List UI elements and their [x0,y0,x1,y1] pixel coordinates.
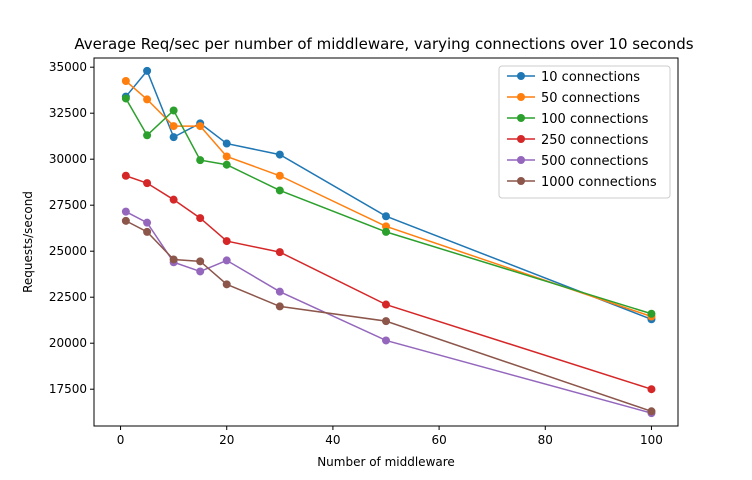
series-1 [121,77,656,321]
series-5 [121,216,656,416]
legend-item: 1000 connections [507,175,657,190]
series-line [125,98,652,315]
data-point [275,248,284,257]
data-point [647,385,656,394]
y-tick-label: 17500 [49,382,87,396]
legend-marker [517,156,525,164]
data-point [382,212,390,221]
y-tick-label: 25000 [49,244,87,258]
data-point [143,66,152,75]
data-point [647,309,656,318]
series-line [125,175,652,390]
data-point [222,256,231,265]
y-axis-label: Requests/second [21,191,35,293]
data-point [382,300,390,309]
legend-marker [517,135,525,143]
x-tick-label: 40 [325,433,340,447]
data-point [382,336,390,345]
series-line [125,80,652,318]
data-point [196,257,205,266]
y-tick-label: 22500 [49,290,87,304]
data-point [275,171,284,180]
series-line [125,220,652,412]
legend-marker [517,177,525,185]
series-line [125,69,652,320]
legend-marker [517,93,525,101]
legend: 10 connections 50 connections 100 connecti… [498,65,671,199]
data-point [143,131,152,140]
y-tick-label: 27500 [49,198,87,212]
data-point [196,214,205,223]
data-point [143,218,152,227]
data-point [121,94,130,103]
legend-marker [517,114,525,122]
data-point [121,77,130,85]
series-3 [121,171,656,394]
data-point [196,267,205,276]
data-point [647,407,656,416]
data-point [275,287,284,296]
legend-item: 250 connections [507,133,649,148]
series-line [125,210,652,414]
data-point [196,122,205,131]
data-point [169,106,178,115]
plot-lines [121,66,656,418]
legend-label: 1000 connections [541,175,657,190]
x-tick-label: 100 [640,433,663,447]
data-point [222,139,231,148]
x-axis-ticks: 0 20 40 60 80 100 [117,426,663,447]
y-tick-label: 20000 [49,336,87,350]
data-point [121,207,130,216]
y-axis-ticks: 17500 20000 22500 25000 27500 30000 32500 35000 [49,60,94,396]
data-point [169,255,178,264]
data-point [382,317,390,326]
data-point [169,122,178,131]
y-tick-label: 32500 [49,106,87,120]
legend-label: 100 connections [541,112,649,127]
data-point [222,152,231,161]
x-tick-label: 20 [219,433,234,447]
y-tick-label: 35000 [49,60,87,74]
legend-item: 10 connections [507,70,640,85]
chart-title: Average Req/sec per number of middleware… [74,35,693,53]
x-tick-label: 80 [538,433,553,447]
data-point [169,133,178,142]
y-tick-label: 30000 [49,152,87,166]
x-tick-label: 60 [431,433,446,447]
legend-box [498,65,671,199]
data-point [275,302,284,311]
data-point [222,160,231,169]
x-axis-label: Number of middleware [317,455,455,469]
data-point [222,280,231,289]
data-point [143,95,152,104]
data-point [143,179,152,188]
legend-label: 50 connections [541,91,640,106]
data-point [222,237,231,246]
legend-marker [517,72,525,80]
legend-label: 250 connections [541,133,649,148]
data-point [382,227,390,236]
legend-label: 500 connections [541,154,649,169]
legend-item: 500 connections [507,154,649,169]
x-tick-label: 0 [117,433,125,447]
data-point [382,222,390,231]
data-point [143,227,152,236]
data-point [275,150,284,159]
plot-frame [93,57,679,427]
data-point [196,156,205,165]
data-point [169,195,178,204]
data-point [275,186,284,195]
series-2 [121,94,656,318]
legend-label: 10 connections [541,70,640,85]
data-point [121,216,130,225]
data-point [121,171,130,180]
legend-item: 50 connections [507,91,640,106]
legend-item: 100 connections [507,112,649,127]
